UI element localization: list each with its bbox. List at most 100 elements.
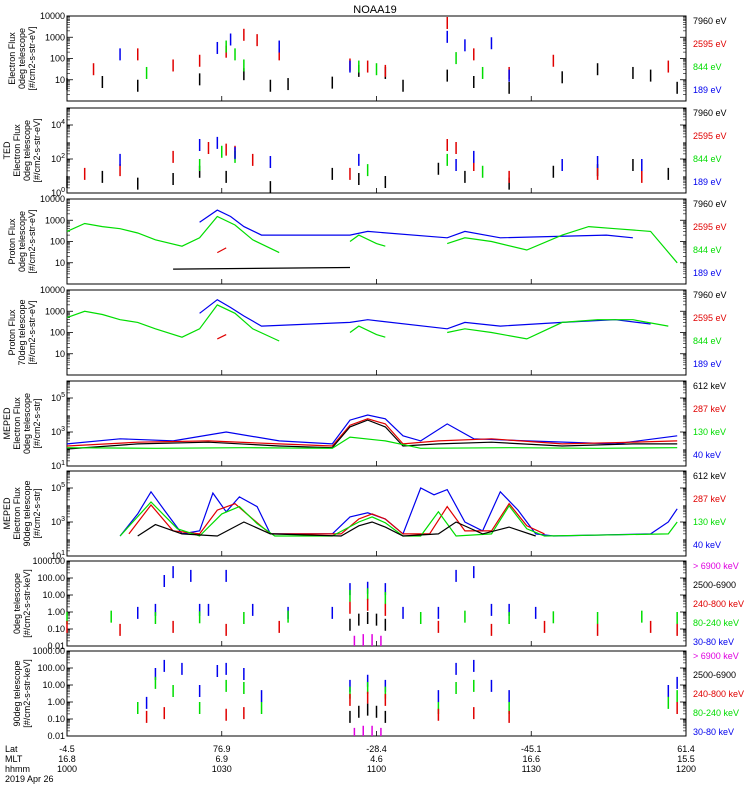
series-5: [353, 725, 382, 736]
legend-entry: 844 eV: [693, 154, 722, 164]
y-axis-label: MEPED: [2, 407, 12, 440]
series-2: [92, 16, 670, 79]
footer-tick-hhmm: 1030: [212, 764, 232, 774]
footer-tick-hhmm: 1200: [676, 764, 696, 774]
panel-2: 100 102 104 TED Electron Flux 0deg telescope[…: [2, 107, 727, 198]
y-tick-label: 10.00: [42, 680, 65, 690]
legend-entry: > 6900 keV: [693, 561, 739, 571]
series-line-2: [128, 502, 545, 535]
panel-frame: [66, 470, 687, 557]
y-axis-label: Proton Flux: [7, 218, 17, 265]
y-tick-label: 104: [51, 119, 65, 130]
y-axis-label: [#/cm2-s-str]: [32, 488, 42, 538]
series-line-5: [217, 334, 227, 340]
y-axis-label: 0deg telescope: [17, 211, 27, 272]
footer-tick-lat: -4.5: [59, 744, 75, 754]
legend-entry: 189 eV: [693, 85, 722, 95]
y-axis-label: Electron Flux: [12, 124, 22, 177]
panel-1: 10 100 1000 10000 Electron Flux 0deg telescop…: [7, 11, 727, 102]
y-axis-label: 90deg telescope: [22, 480, 32, 546]
y-tick-label: 100: [50, 54, 65, 64]
y-tick-label: 101: [51, 460, 65, 471]
panel-3: 10 100 1000 10000 Proton Flux 0deg telescope[…: [7, 194, 727, 285]
series-4: [349, 703, 387, 723]
series-2: [66, 588, 678, 624]
y-axis-label: [#/cm2-s-str-eV]: [27, 209, 37, 273]
legend-entry: 2595 eV: [693, 313, 727, 323]
legend-entry: 287 keV: [693, 494, 726, 504]
legend-entry: 2595 eV: [693, 131, 727, 141]
legend-entry: 2500-6900: [693, 670, 736, 680]
y-tick-label: 10: [55, 75, 65, 85]
y-tick-label: 10000: [40, 11, 65, 21]
series-line-3: [349, 325, 386, 338]
series-line-1: [119, 487, 678, 537]
legend-entry: 80-240 keV: [693, 708, 739, 718]
legend-entry: 80-240 keV: [693, 618, 739, 628]
series-3: [66, 598, 678, 636]
legend-entry: 40 keV: [693, 540, 721, 550]
series-1: [136, 566, 537, 619]
series-2: [136, 676, 678, 714]
series-line-6: [173, 266, 351, 270]
y-tick-label: 0.01: [47, 731, 65, 741]
panel-7: 0.01 0.10 1.00 10.00 100.00 1000.00 0deg teles…: [12, 556, 744, 651]
y-tick-label: 100.00: [37, 663, 65, 673]
legend-entry: 7960 eV: [693, 16, 727, 26]
panel-frame: [66, 107, 687, 194]
legend-entry: 189 eV: [693, 177, 722, 187]
y-tick-label: 101: [51, 550, 65, 561]
y-axis-label: 0deg telescope: [22, 120, 32, 181]
y-axis-label: 70deg telescope: [17, 299, 27, 365]
footer-row-label: MLT: [5, 754, 23, 764]
series-line-1: [66, 215, 280, 254]
y-axis-label: Proton Flux: [7, 309, 17, 356]
y-axis-label: Electron Flux: [7, 32, 17, 85]
series-line-3: [349, 234, 386, 247]
panel-frame: [66, 560, 687, 647]
series-line-2: [66, 418, 678, 447]
series-line-4: [66, 436, 678, 449]
series-5: [353, 634, 382, 646]
legend-entry: 612 keV: [693, 381, 726, 391]
legend-entry: 7960 eV: [693, 199, 727, 209]
y-tick-label: 10000: [40, 285, 65, 295]
y-axis-label: [#/cm2-s-str-eV]: [27, 300, 37, 364]
y-axis-label: Electron Flux: [12, 397, 22, 450]
series-4: [119, 30, 510, 82]
footer-tick-hhmm: 1000: [57, 764, 77, 774]
series-4: [349, 612, 387, 631]
series-line-4: [447, 225, 678, 264]
series-4: [119, 136, 643, 171]
panel-5: 101 103 105 MEPED Electron Flux 0deg telescop…: [2, 380, 726, 471]
series-line-1: [66, 304, 280, 342]
panel-8: 0.01 0.10 1.00 10.00 100.00 1000.00 90deg tele…: [12, 646, 744, 741]
footer-tick-mlt: 16.6: [522, 754, 540, 764]
legend-entry: 40 keV: [693, 450, 721, 460]
panel-4: 10 100 1000 10000 Proton Flux 70deg telescope…: [7, 285, 727, 376]
y-tick-label: 103: [51, 426, 65, 437]
y-axis-label: MEPED: [2, 497, 12, 530]
panel-frame: [66, 15, 687, 102]
footer-tick-mlt: 6.9: [215, 754, 228, 764]
series-line-5: [217, 247, 227, 254]
y-tick-label: 10.00: [42, 590, 65, 600]
y-tick-label: 1000: [45, 32, 65, 42]
panel-6: 101 103 105 MEPED Electron Flux 90deg telesco…: [2, 470, 726, 561]
legend-entry: 30-80 keV: [693, 727, 734, 737]
y-axis-label: 90deg telescope: [12, 660, 22, 726]
panel-frame: [66, 650, 687, 737]
series-1: [66, 159, 670, 193]
legend-entry: 189 eV: [693, 268, 722, 278]
legend-entry: 7960 eV: [693, 108, 727, 118]
series-line-3: [119, 501, 678, 537]
footer-tick-mlt: 15.5: [677, 754, 695, 764]
footer-tick-mlt: 4.6: [370, 754, 383, 764]
legend-entry: 2595 eV: [693, 39, 727, 49]
legend-entry: 844 eV: [693, 336, 722, 346]
panel-frame: [66, 198, 687, 285]
legend-entry: 844 eV: [693, 62, 722, 72]
y-tick-label: 100: [51, 187, 65, 198]
legend-entry: 30-80 keV: [693, 637, 734, 647]
